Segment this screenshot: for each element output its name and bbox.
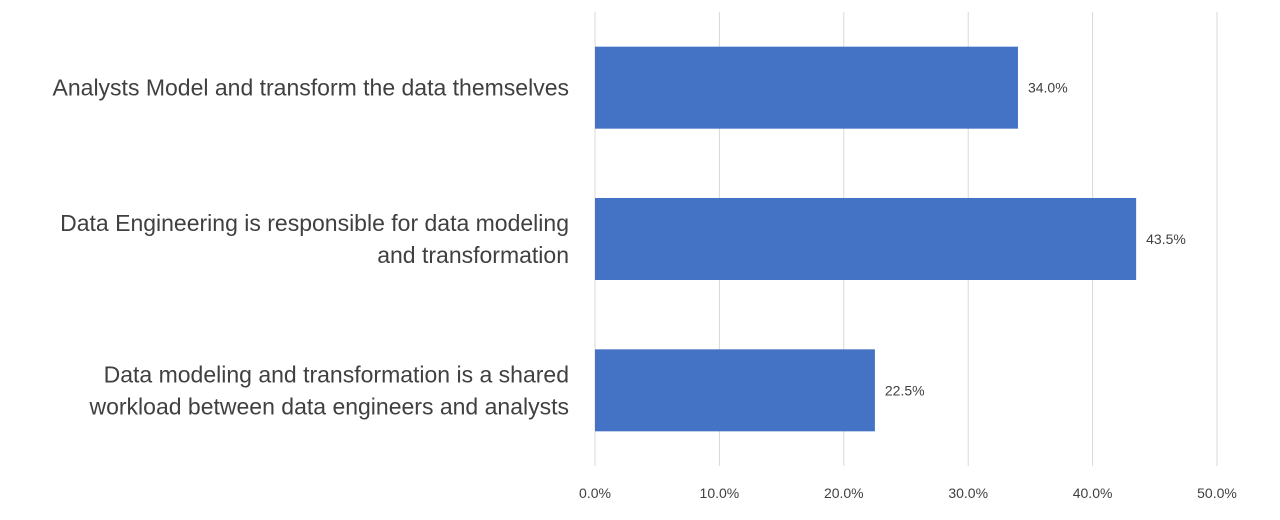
category-label-2: Data modeling and transformation is a sh… <box>89 361 570 419</box>
category-labels: Analysts Model and transform the data th… <box>53 75 569 420</box>
data-label-2: 22.5% <box>885 382 925 398</box>
x-tick-label-1: 10.0% <box>700 485 740 501</box>
bar-1 <box>595 198 1137 280</box>
bars: 34.0% 43.5% 22.5% <box>595 46 1186 432</box>
category-label-line: and transformation <box>377 242 569 268</box>
category-label-1: Data Engineering is responsible for data… <box>60 210 569 268</box>
x-tick-label-4: 40.0% <box>1073 485 1113 501</box>
data-label-0: 34.0% <box>1028 80 1068 96</box>
x-tick-label-0: 0.0% <box>579 485 611 501</box>
x-tick-label-2: 20.0% <box>824 485 864 501</box>
data-label-1: 43.5% <box>1146 231 1186 247</box>
x-tick-label-5: 50.0% <box>1197 485 1237 501</box>
x-tick-label-3: 30.0% <box>948 485 988 501</box>
category-label-line: Data Engineering is responsible for data… <box>60 210 569 236</box>
category-label-line: Analysts Model and transform the data th… <box>53 75 569 101</box>
x-axis-tick-labels: 0.0% 10.0% 20.0% 30.0% 40.0% 50.0% <box>579 485 1237 501</box>
bar-0 <box>595 46 1018 129</box>
category-label-0: Analysts Model and transform the data th… <box>53 75 569 101</box>
category-label-line: Data modeling and transformation is a sh… <box>104 361 569 387</box>
category-label-line: workload between data engineers and anal… <box>89 393 570 419</box>
bar-2 <box>595 349 875 432</box>
